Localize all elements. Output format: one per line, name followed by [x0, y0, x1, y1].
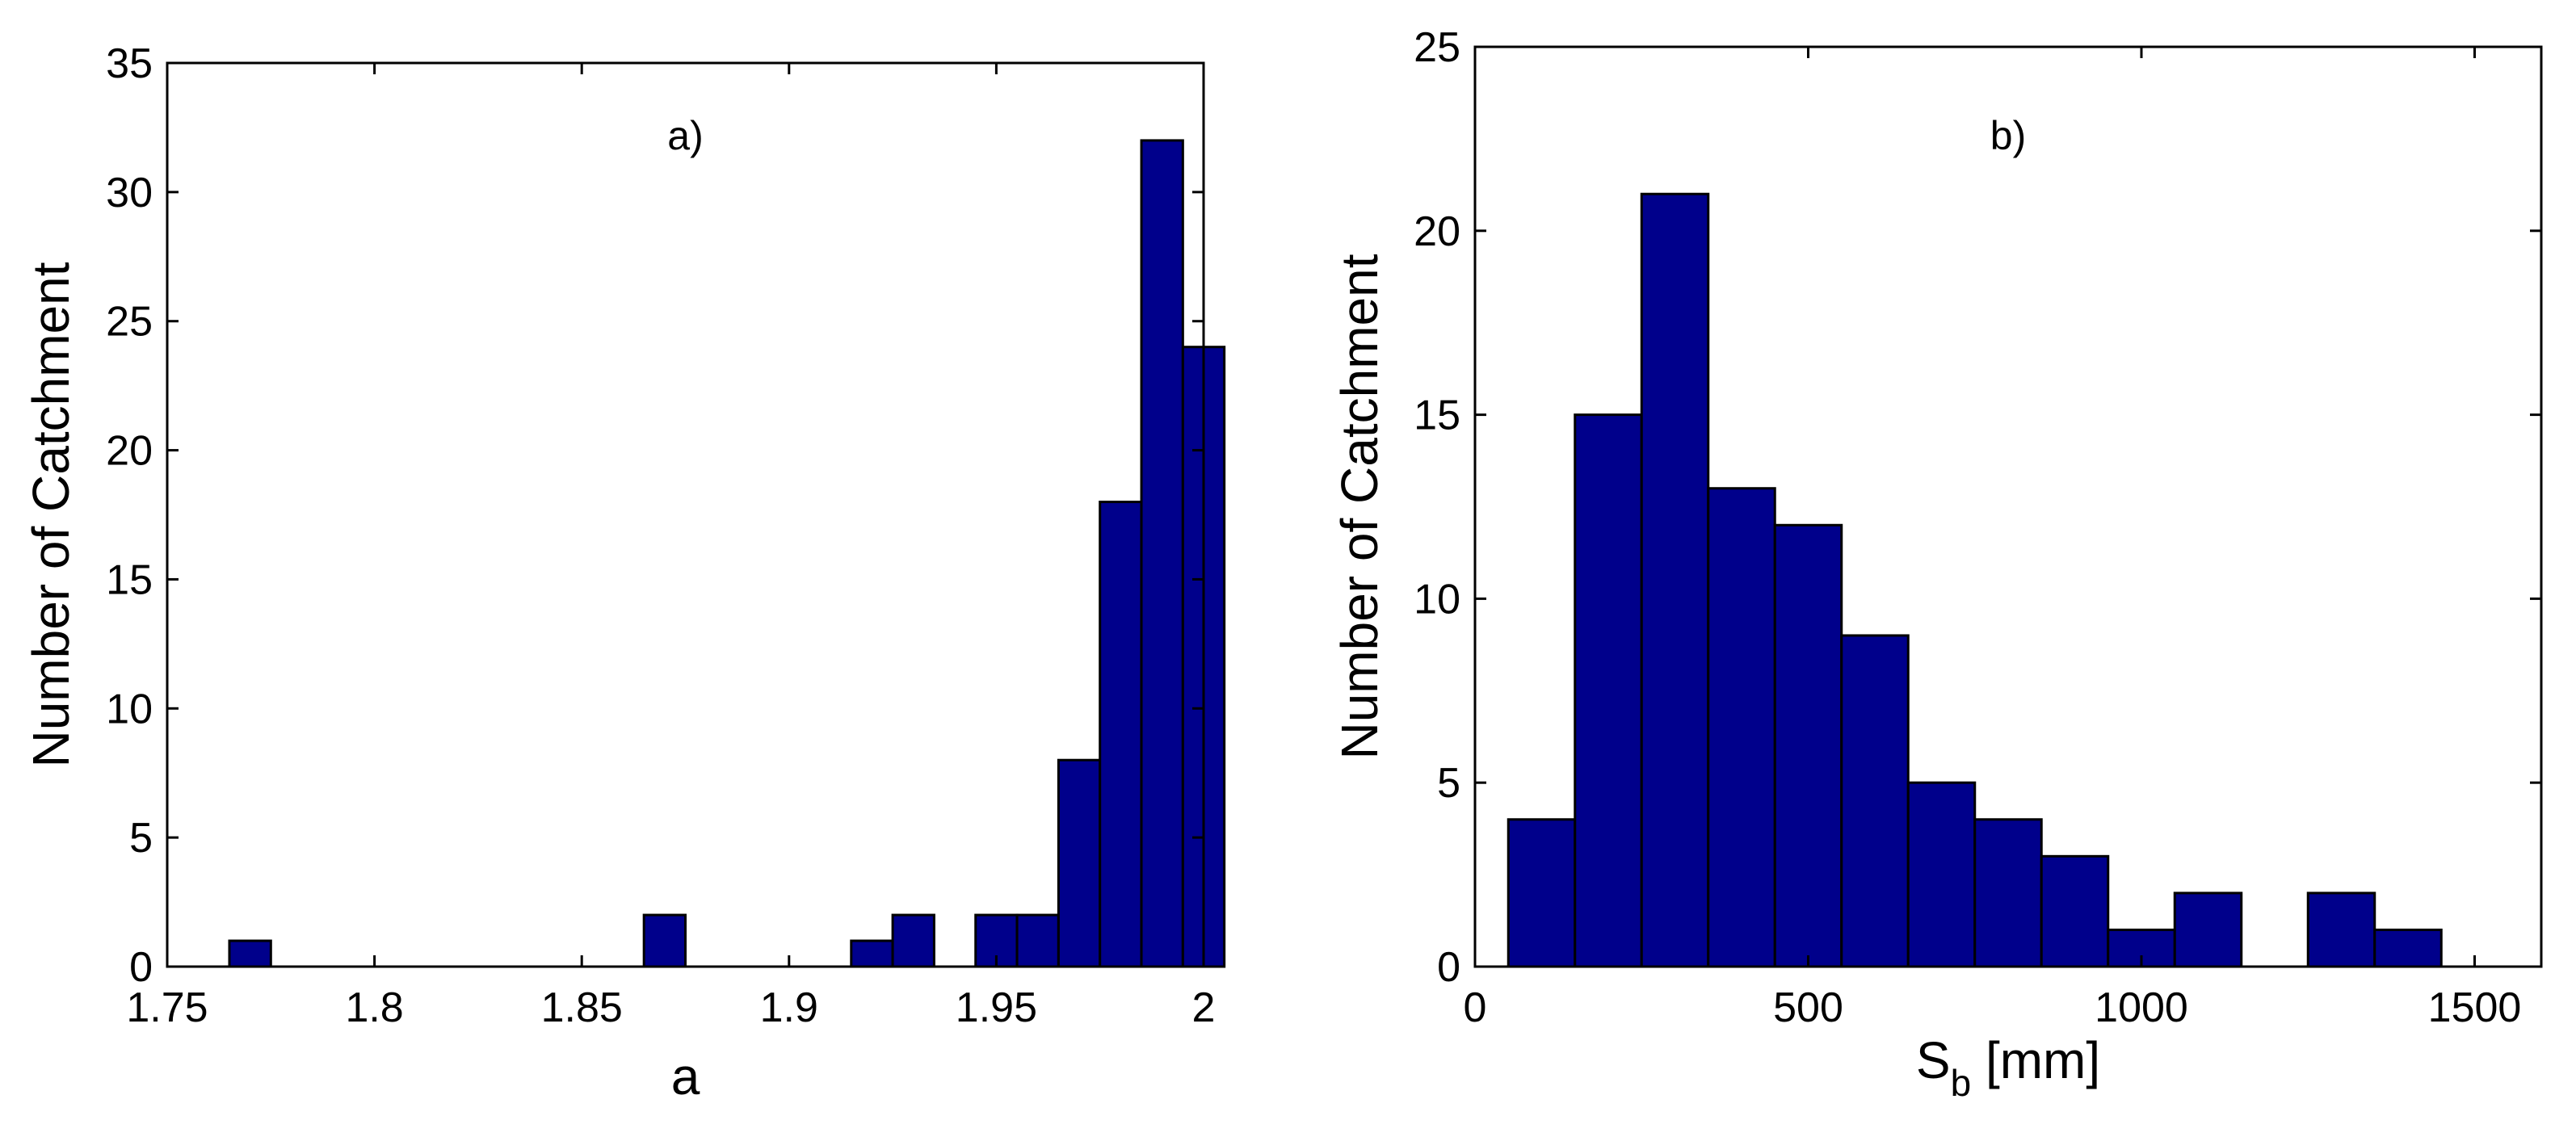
panel-b-histogram: 0 500 1000 1500 0 5 10 15 20 25 b) Number of Catchm… [1330, 24, 2543, 1104]
histogram-bar [1140, 139, 1184, 968]
histogram-bar [1640, 192, 1710, 968]
y-tick-label: 0 [1437, 944, 1460, 991]
x-axis-label-subscript: b [1951, 1062, 1972, 1104]
y-tick-label: 10 [1414, 576, 1460, 623]
x-tick-label: 1.75 [126, 984, 208, 1031]
histogram-bar [2173, 892, 2243, 968]
plot-frame [166, 61, 1205, 968]
y-axis-label: Number of Catchment [1330, 254, 1389, 759]
y-axis-label: Number of Catchment [22, 262, 80, 767]
histogram-bar [1707, 487, 1776, 968]
histogram-bar [228, 939, 272, 968]
x-tick-label: 1.8 [345, 984, 403, 1031]
y-tick-label: 25 [1414, 24, 1460, 71]
x-tick-label: 1500 [2428, 984, 2522, 1031]
plot-frame [1473, 45, 2543, 968]
histogram-bar [1840, 634, 1910, 968]
panel-label: b) [1990, 113, 2026, 158]
y-tick-label: 20 [1414, 208, 1460, 255]
x-axis-label: Sb [mm] [1916, 1031, 2100, 1104]
y-tick-label: 5 [129, 815, 153, 862]
histogram-bar [642, 913, 687, 968]
histogram-bar [1773, 523, 1843, 968]
x-axis-label-main: S [1916, 1031, 1951, 1089]
x-tick-label: 1.9 [760, 984, 818, 1031]
y-tick-label: 15 [106, 556, 153, 603]
y-tick-label: 30 [106, 170, 153, 216]
x-tick-label: 0 [1464, 984, 1487, 1031]
y-tick-label: 15 [1414, 392, 1460, 439]
y-tick-label: 0 [129, 944, 153, 991]
x-tick-label: 1000 [2095, 984, 2188, 1031]
x-axis-label-unit: [mm] [1971, 1031, 2100, 1089]
y-tick-label: 5 [1437, 760, 1460, 807]
histogram-bar [1099, 501, 1143, 968]
x-tick-label: 1.85 [541, 984, 623, 1031]
histogram-bar [850, 939, 894, 968]
x-tick-label: 1.95 [956, 984, 1037, 1031]
y-tick-label: 35 [106, 40, 153, 87]
histogram-bar [891, 913, 935, 968]
panel-a-histogram: 1.75 1.8 1.85 1.9 1.95 205101520253035a)Numbe… [22, 40, 1226, 1106]
y-tick-label: 25 [106, 299, 153, 346]
x-tick-label: 500 [1773, 984, 1843, 1031]
panel-label: a) [667, 113, 703, 158]
y-tick-label: 20 [106, 428, 153, 475]
histogram-bar [1574, 413, 1643, 968]
histogram-bar [2373, 928, 2443, 968]
histogram-bar [1057, 758, 1102, 968]
y-tick-label: 10 [106, 686, 153, 732]
x-axis-label: a [671, 1047, 700, 1106]
x-tick-label: 2 [1192, 984, 1216, 1031]
histogram-bar [1507, 818, 1577, 968]
histogram-bar [2306, 892, 2376, 968]
histogram-bar [1906, 781, 1977, 968]
histogram-bar [2040, 854, 2110, 968]
histogram-bar [1973, 818, 2043, 968]
histogram-bar [1015, 913, 1060, 968]
